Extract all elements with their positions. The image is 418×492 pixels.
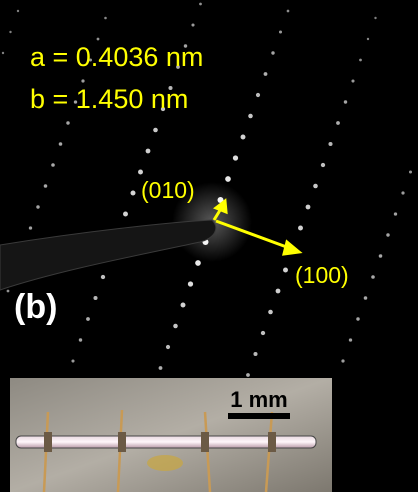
spot xyxy=(153,128,158,133)
spot xyxy=(2,52,4,54)
spot xyxy=(51,163,55,167)
scale-label: 1 mm xyxy=(230,387,287,412)
spot xyxy=(233,155,238,160)
spot xyxy=(298,226,303,231)
spot xyxy=(313,184,318,189)
spot xyxy=(9,31,11,33)
spot xyxy=(268,310,273,315)
spot xyxy=(401,191,404,194)
figure: a = 0.4036 nm b = 1.450 nm (010) (100) (… xyxy=(0,0,418,492)
spot xyxy=(248,114,253,119)
spot xyxy=(351,79,354,82)
spot xyxy=(328,142,332,146)
lattice-a: a = 0.4036 nm xyxy=(30,42,203,72)
spot xyxy=(283,268,288,273)
inset-photo: 1 mm xyxy=(10,378,332,492)
spot xyxy=(371,275,375,279)
spot xyxy=(17,10,19,12)
spot xyxy=(59,142,63,146)
spot xyxy=(97,38,100,41)
spot xyxy=(131,191,136,196)
spot xyxy=(374,17,376,19)
spot xyxy=(341,359,344,362)
spot xyxy=(359,59,362,62)
spot xyxy=(349,338,352,341)
spot xyxy=(321,163,325,167)
spot xyxy=(166,345,170,349)
spot xyxy=(104,17,107,20)
lattice-b: b = 1.450 nm xyxy=(30,84,188,114)
spot xyxy=(36,205,39,208)
spot xyxy=(409,170,412,173)
spot xyxy=(195,260,201,266)
spot xyxy=(225,176,231,182)
spot xyxy=(188,281,193,286)
label-100: (100) xyxy=(295,262,349,288)
spot xyxy=(44,184,48,188)
spot xyxy=(146,149,151,154)
inset-droplet xyxy=(147,455,183,471)
spot xyxy=(81,79,84,82)
spot xyxy=(306,205,311,210)
spot xyxy=(79,338,82,341)
spot xyxy=(199,3,202,6)
spot xyxy=(246,373,250,377)
spot xyxy=(336,121,340,125)
spot xyxy=(344,100,347,103)
spot xyxy=(271,51,274,54)
spot xyxy=(261,331,265,335)
spot xyxy=(256,93,260,97)
spot xyxy=(123,212,128,217)
spot xyxy=(253,352,257,356)
spot xyxy=(367,38,369,40)
spot xyxy=(7,290,10,293)
spot xyxy=(356,317,359,320)
spot xyxy=(86,317,90,321)
label-010: (010) xyxy=(141,177,195,203)
spot xyxy=(101,275,105,279)
spot xyxy=(181,303,186,308)
spot xyxy=(191,23,194,26)
spot xyxy=(287,10,290,13)
spot xyxy=(66,121,69,124)
spot xyxy=(241,135,246,140)
spot xyxy=(71,359,74,362)
spot xyxy=(93,296,97,300)
spot xyxy=(279,30,282,33)
spot xyxy=(29,226,32,229)
spot xyxy=(276,289,281,294)
spot xyxy=(264,72,268,76)
spot xyxy=(364,296,368,300)
spot xyxy=(386,233,389,236)
spot xyxy=(159,366,163,370)
spot xyxy=(138,170,143,175)
spot xyxy=(379,254,383,258)
spot xyxy=(173,324,178,329)
spot xyxy=(394,212,397,215)
scale-bar xyxy=(228,413,290,419)
panel-label: (b) xyxy=(14,288,57,326)
